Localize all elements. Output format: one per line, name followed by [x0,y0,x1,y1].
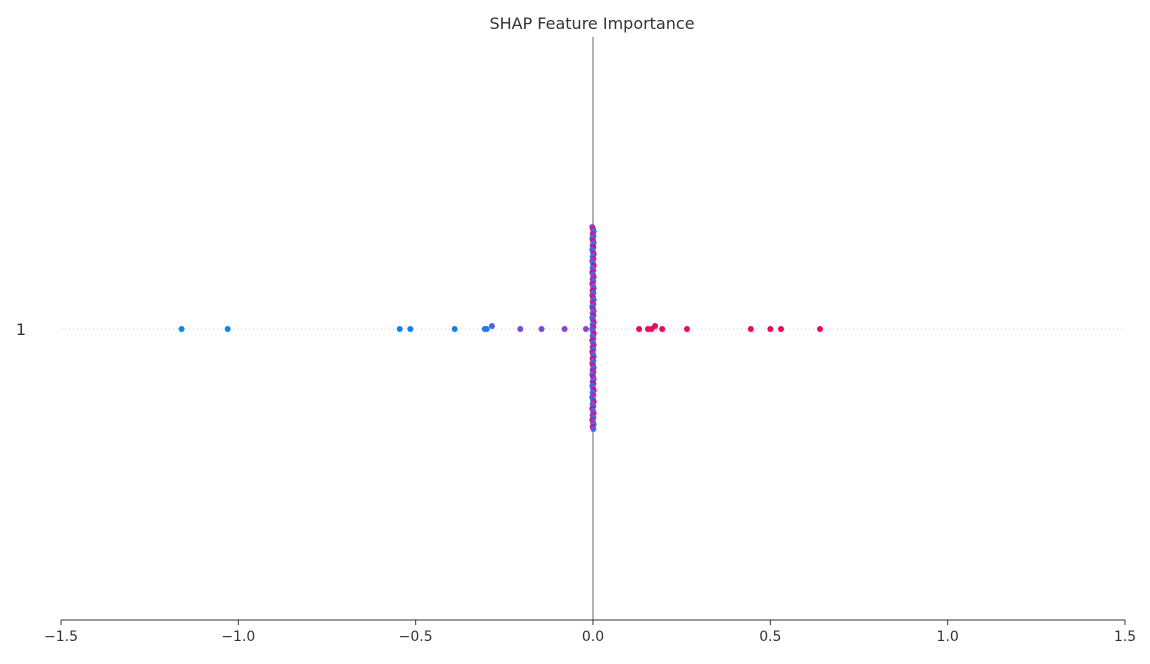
feature-label: 1 [16,320,26,339]
data-point [538,326,545,332]
data-point [488,323,495,329]
zero-cluster-point [590,426,597,432]
data-point [767,326,774,332]
data-point [517,326,524,332]
data-point [483,326,490,332]
data-point [652,323,659,329]
x-tick-label: 0.5 [759,629,781,645]
data-point [407,326,414,332]
x-axis: −1.5 −1.0 −0.5 0.0 0.5 1.0 1.5 [44,619,1136,645]
chart-title: SHAP Feature Importance [489,14,694,33]
data-point [396,326,403,332]
feature-labels: 1 [16,320,26,339]
data-point [451,326,458,332]
data-points [178,224,823,432]
data-point [561,326,568,332]
data-point [582,326,589,332]
data-point [683,326,690,332]
x-tick-label: 1.5 [1114,629,1136,645]
x-tick-label: 0.0 [582,629,604,645]
data-point [636,326,643,332]
x-tick-label: −1.0 [221,629,255,645]
x-tick-label: −0.5 [399,629,433,645]
x-tick-label: 1.0 [937,629,959,645]
data-point [224,326,231,332]
data-point [777,326,784,332]
data-point [816,326,823,332]
data-point [178,326,185,332]
data-point [659,326,666,332]
data-point [747,326,754,332]
x-tick-label: −1.5 [44,629,78,645]
